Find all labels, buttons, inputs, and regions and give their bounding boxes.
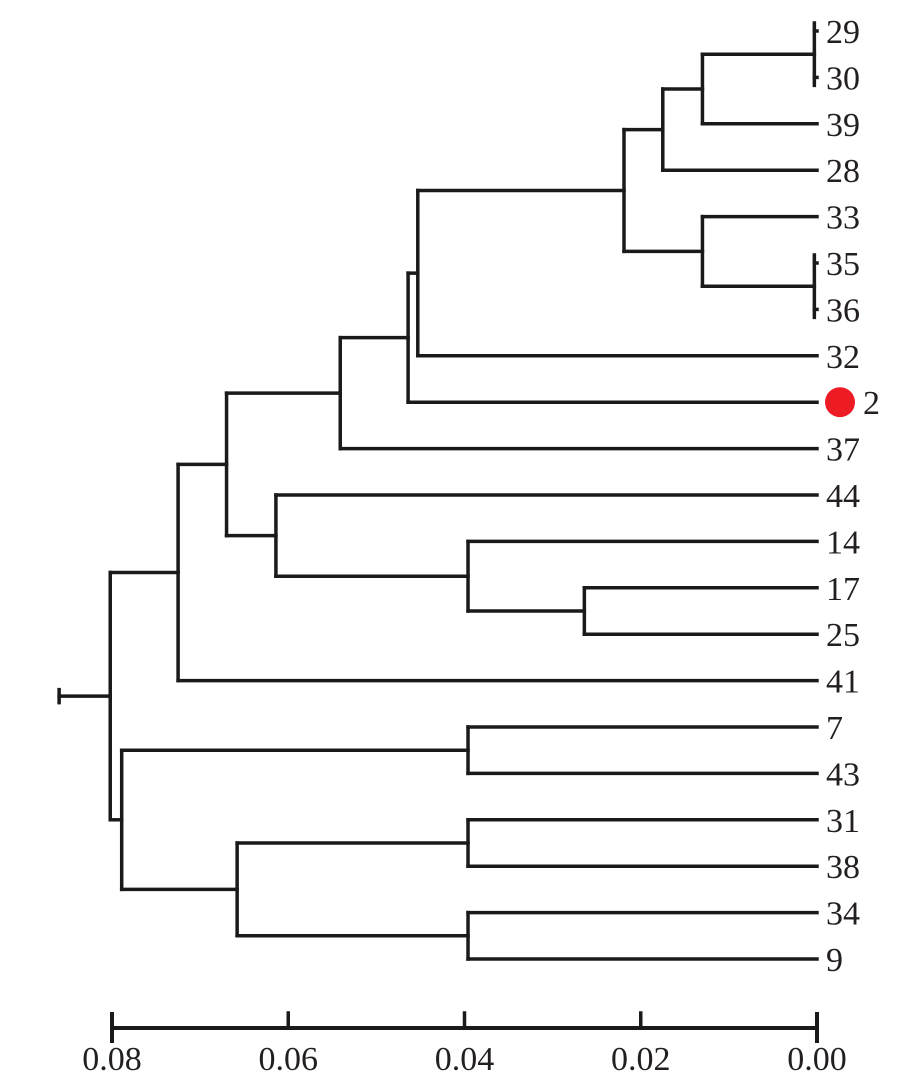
leaf-label-34: 34	[826, 896, 860, 933]
leaf-label-29: 29	[826, 14, 860, 51]
leaf-label-2: 2	[863, 385, 880, 422]
axis-tick-label-0.06: 0.06	[259, 1041, 319, 1078]
leaf-label-25: 25	[826, 617, 860, 654]
leaf-label-38: 38	[826, 849, 860, 886]
leaf-label-44: 44	[826, 478, 860, 515]
leaf-label-31: 31	[826, 803, 860, 840]
leaf-label-9: 9	[826, 942, 843, 979]
leaf-label-28: 28	[826, 153, 860, 190]
leaf-label-30: 30	[826, 60, 860, 97]
axis-tick-label-0.04: 0.04	[435, 1041, 495, 1078]
leaf-label-14: 14	[826, 524, 860, 561]
leaf-label-32: 32	[826, 339, 860, 376]
axis-tick-label-0.08: 0.08	[82, 1041, 142, 1078]
distance-axis: 0.08 0.06 0.04 0.02 0.00	[82, 1011, 847, 1078]
tree-branches	[57, 21, 819, 961]
leaf-label-17: 17	[826, 571, 860, 608]
axis-tick-label-0.02: 0.02	[611, 1041, 671, 1078]
leaf-label-41: 41	[826, 664, 860, 701]
leaf-label-33: 33	[826, 200, 860, 237]
axis-tick-label-0.00: 0.00	[787, 1041, 847, 1078]
leaf-label-36: 36	[826, 292, 860, 329]
red-marker-leaf-2	[825, 387, 855, 418]
leaf-label-35: 35	[826, 246, 860, 283]
leaf-label-39: 39	[826, 107, 860, 144]
leaf-label-37: 37	[826, 432, 860, 469]
leaf-label-43: 43	[826, 756, 860, 793]
leaf-label-7: 7	[826, 710, 843, 747]
